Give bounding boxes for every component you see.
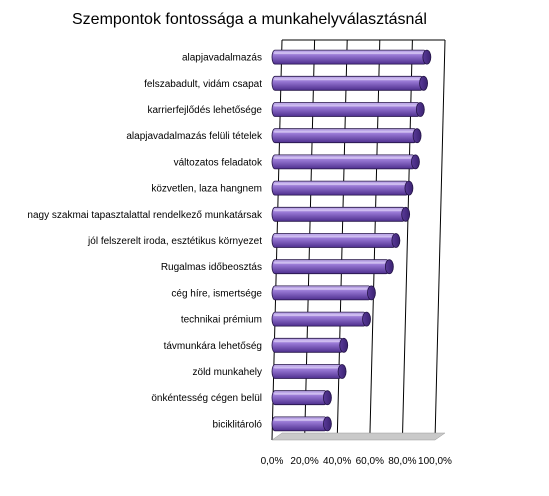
category-label: felszabadult, vidám csapat — [144, 79, 262, 90]
bars — [271, 49, 432, 432]
category-label: távmunkára lehetőség — [164, 341, 262, 352]
bar — [271, 154, 420, 170]
bar — [271, 128, 422, 144]
category-label: változatos feladatok — [174, 157, 263, 168]
bar — [271, 390, 332, 406]
category-label: jól felszerelt iroda, esztétikus környez… — [87, 236, 262, 247]
category-label: alapjavadalmazás — [182, 53, 262, 64]
bar — [271, 233, 401, 248]
x-tick-label: 60,0% — [356, 456, 384, 467]
category-label: technikai prémium — [181, 315, 262, 326]
category-label: biciklitároló — [213, 419, 263, 430]
x-tick-label: 100,0% — [418, 456, 452, 467]
bar — [271, 102, 425, 117]
gridline — [434, 39, 446, 441]
bar — [271, 180, 414, 196]
bar — [271, 206, 411, 222]
floor-plane — [271, 432, 446, 441]
bar — [271, 259, 394, 275]
x-tick-labels: 0,0% 20,0% 40,0% 60,0% 80,0% 100,0% — [261, 456, 452, 467]
x-tick-label: 40,0% — [323, 456, 351, 467]
category-label: önkéntesség cégen belül — [151, 393, 262, 404]
gridline — [401, 39, 413, 441]
category-label: cég híre, ismertsége — [171, 288, 262, 299]
category-label: karrierfejlődés lehetősége — [147, 105, 262, 116]
bar — [271, 337, 349, 353]
category-label: Rugalmas időbeosztás — [161, 262, 262, 273]
x-tick-label: 80,0% — [388, 456, 416, 467]
category-labels: alapjavadalmazás felszabadult, vidám csap… — [27, 53, 263, 431]
bar — [271, 364, 347, 379]
bar — [271, 75, 428, 91]
category-label: alapjavadalmazás felüli tételek — [126, 131, 263, 142]
bar — [271, 285, 376, 301]
bar — [271, 311, 371, 327]
bar — [271, 49, 432, 65]
category-label: nagy szakmai tapasztalattal rendelkező m… — [27, 210, 263, 221]
category-label: zöld munkahely — [193, 367, 262, 378]
bar — [271, 416, 332, 432]
x-tick-label: 0,0% — [261, 456, 284, 467]
x-tick-label: 20,0% — [290, 456, 318, 467]
chart-title: Szempontok fontossága a munkahelyválaszt… — [72, 11, 427, 28]
category-label: közvetlen, laza hangnem — [151, 184, 262, 195]
chart-floor — [271, 432, 446, 441]
